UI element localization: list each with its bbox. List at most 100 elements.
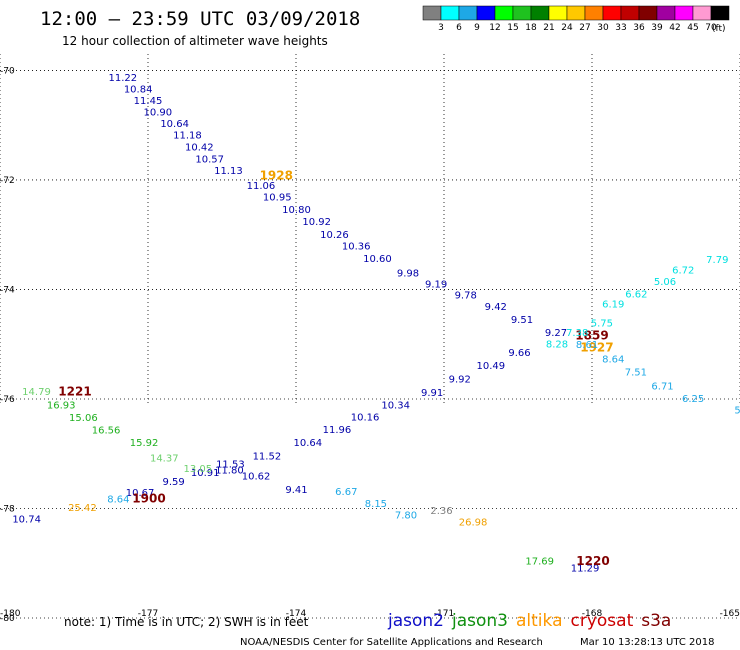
wave-height-value: 9.91 — [421, 388, 443, 399]
wave-height-value: 6.67 — [335, 487, 357, 498]
wave-height-value: 10.36 — [342, 242, 371, 253]
wave-height-value: 10.74 — [12, 514, 41, 525]
colorbar-label: 33 — [615, 23, 626, 33]
wave-height-value: 9.92 — [449, 375, 471, 386]
wave-height-value: 16.93 — [47, 400, 76, 411]
wave-height-value: 5.06 — [654, 277, 676, 288]
colorbar-label: 24 — [561, 23, 573, 33]
wave-height-value: 6.19 — [602, 300, 624, 311]
legend-entry: jason2 — [387, 611, 444, 631]
time-label: 1221 — [58, 384, 91, 398]
colorbar-label: 45 — [687, 23, 698, 33]
wave-height-value: 8.15 — [365, 499, 387, 510]
wave-height-value: 7.79 — [706, 255, 728, 266]
colorbar-label: 70 — [705, 23, 717, 33]
wave-height-value: 8.64 — [107, 495, 129, 506]
colorbar-swatch — [566, 5, 586, 21]
colorbar: 3 6 9 12 15 18 21 24 27 30 33 36 39 42 45 70 — [422, 5, 730, 33]
wave-height-value: 11.45 — [134, 96, 163, 107]
wave-height-value: 10.95 — [263, 192, 292, 203]
wave-height-value: 15.06 — [69, 413, 98, 424]
time-label: 1927 — [580, 340, 613, 354]
colorbar-swatch — [494, 5, 514, 21]
colorbar-label: 6 — [456, 23, 462, 33]
colorbar-label: 39 — [651, 23, 663, 33]
wave-height-value: 14.79 — [22, 387, 51, 398]
wave-height-value: 26.98 — [459, 518, 488, 529]
y-tick-label: -78 — [0, 504, 15, 514]
wave-height-value: 6.25 — [682, 394, 704, 405]
colorbar-swatch — [602, 5, 622, 21]
y-tick-label: -70 — [0, 66, 15, 76]
wave-height-value: 10.64 — [160, 119, 189, 130]
wave-height-value: 10.49 — [477, 361, 506, 372]
y-tick-label: -80 — [0, 614, 15, 624]
wave-height-value: 9.78 — [455, 290, 477, 301]
satellite-legend: jason2 jason3 altika cryosat s3a — [387, 611, 671, 631]
y-tick-label: -74 — [0, 285, 15, 295]
wave-height-value: 11.53 — [216, 460, 245, 471]
y-tick-label: -72 — [0, 176, 15, 186]
wave-height-value: 10.90 — [144, 107, 173, 118]
wave-height-value: 8.28 — [546, 340, 568, 351]
wave-height-value: 10.84 — [124, 84, 153, 95]
wave-height-value: 10.92 — [302, 217, 331, 228]
x-tick-label: -165 — [720, 609, 740, 619]
colorbar-label: 21 — [543, 23, 554, 33]
chart-title: 12:00 – 23:59 UTC 03/09/2018 — [40, 8, 360, 30]
colorbar-swatch — [458, 5, 478, 21]
wave-height-value: 10.34 — [381, 400, 410, 411]
wave-height-value: 11.29 — [571, 564, 600, 575]
wave-height-value: 9.41 — [285, 485, 307, 496]
time-label: 1220 — [576, 554, 609, 568]
legend-entry: jason3 — [451, 611, 508, 631]
colorbar-swatch — [476, 5, 496, 21]
colorbar-label: 42 — [669, 23, 680, 33]
wave-height-value: 7.51 — [625, 368, 647, 379]
legend-entry: s3a — [641, 611, 671, 631]
wave-height-value: 9.51 — [511, 315, 533, 326]
colorbar-swatch — [620, 5, 640, 21]
wave-height-value: 9.98 — [397, 268, 419, 279]
wave-height-value: 5 — [734, 405, 740, 416]
chart-subtitle: 12 hour collection of altimeter wave hei… — [62, 34, 328, 48]
wave-height-value: 11.96 — [323, 425, 352, 436]
colorbar-label: 3 — [438, 23, 444, 33]
x-tick-label: -174 — [286, 609, 307, 619]
wave-height-value: 9.19 — [425, 279, 447, 290]
colorbar-label: 18 — [525, 23, 537, 33]
time-label: 1859 — [575, 328, 608, 342]
y-axis-labels: -70 -72 -74 -76 -78 -80 — [0, 66, 15, 624]
wave-height-value: 14.37 — [150, 454, 179, 465]
wave-height-value: 15.92 — [130, 438, 159, 449]
wave-height-value: 8.64 — [602, 354, 624, 365]
wave-height-value: 13.05 — [184, 464, 213, 475]
time-label: 1928 — [260, 169, 293, 183]
wave-height-value: 7.38 — [566, 328, 588, 339]
x-tick-label: -180 — [0, 609, 21, 619]
wave-height-value: 6.72 — [672, 266, 694, 277]
colorbar-unit: (ft) — [712, 24, 726, 34]
x-tick-label: -171 — [434, 609, 454, 619]
colorbar-swatch — [692, 5, 712, 21]
wave-height-value: 11.52 — [253, 451, 282, 462]
data-points: 11.2210.8411.4510.9010.6411.1810.4210.57… — [12, 73, 740, 575]
colorbar-swatch — [512, 5, 532, 21]
y-tick-label: -76 — [0, 395, 15, 405]
wave-height-value: 2.36 — [430, 506, 452, 517]
credit-line: NOAA/NESDIS Center for Satellite Applica… — [240, 637, 543, 648]
wave-height-value: 10.67 — [126, 488, 155, 499]
wave-height-value: 25.42 — [68, 503, 97, 514]
wave-height-value: 9.27 — [545, 328, 567, 339]
wave-height-value: 17.69 — [525, 557, 554, 568]
timestamp: Mar 10 13:28:13 UTC 2018 — [580, 637, 715, 648]
wave-height-value: 6.71 — [651, 381, 673, 392]
legend-entry: cryosat — [571, 611, 634, 631]
colorbar-swatch — [548, 5, 568, 21]
wave-height-value: 10.80 — [282, 205, 311, 216]
colorbar-label: 30 — [597, 23, 609, 33]
colorbar-swatch — [440, 5, 460, 21]
x-axis-labels: -180 -177 -174 -171 -168 -165 — [0, 609, 740, 619]
wave-height-value: 10.91 — [191, 468, 220, 479]
